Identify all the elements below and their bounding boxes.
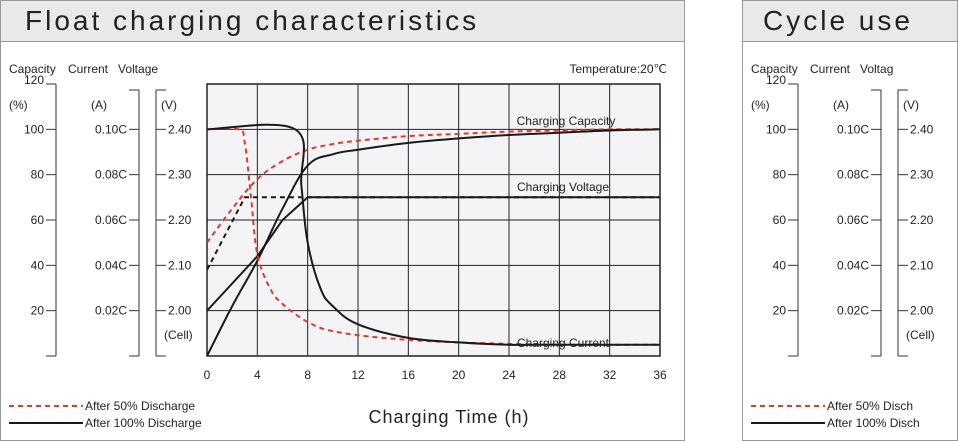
- capacity-tick-label: 60: [773, 213, 787, 227]
- capacity-tick-label: 120: [24, 73, 44, 87]
- voltage-axis-header: Voltage: [118, 62, 158, 76]
- voltage-tick-label: 2.30: [168, 168, 192, 182]
- voltage-tick-label: 2.00: [168, 304, 192, 318]
- capacity-axis-header: Capacity: [9, 62, 56, 76]
- temperature-label: Temperature:20℃: [569, 62, 667, 76]
- current-tick-label: 0.10C: [837, 122, 869, 136]
- current-unit: (A): [833, 98, 849, 112]
- charging-capacity-50pct-line: [207, 128, 660, 244]
- charging-voltage-100pct-line: [207, 196, 660, 312]
- capacity-tick-label: 100: [766, 122, 786, 136]
- cell-unit: (Cell): [906, 328, 935, 342]
- voltage-tick-label: 2.30: [910, 168, 934, 182]
- x-tick-label: 0: [204, 368, 211, 382]
- current-unit: (A): [91, 98, 107, 112]
- x-tick-label: 16: [402, 368, 416, 382]
- voltage-tick-label: 2.00: [910, 304, 934, 318]
- cycle-use-chart: Capacity Current Voltag (%) (A) (V) (Cell) 120 1…: [751, 62, 935, 430]
- voltage-tick-label: 2.40: [910, 122, 934, 136]
- capacity-tick-label: 40: [31, 258, 45, 272]
- legend-label: After 100% Disch: [827, 416, 920, 430]
- current-tick-label: 0.04C: [837, 258, 869, 272]
- voltage-unit: (V): [161, 98, 177, 112]
- current-tick-label: 0.02C: [837, 304, 869, 318]
- x-tick-label: 36: [653, 368, 667, 382]
- capacity-tick-label: 60: [31, 213, 45, 227]
- current-tick-label: 0.10C: [95, 122, 127, 136]
- voltage-unit: (V): [903, 98, 919, 112]
- charging-capacity-100pct-line: [207, 128, 660, 357]
- chart-title-cycle: Cycle use: [743, 1, 957, 42]
- x-tick-label: 4: [254, 368, 261, 382]
- voltage-tick-label: 2.20: [168, 213, 192, 227]
- chart-title: Float charging characteristics: [1, 1, 684, 42]
- capacity-unit: (%): [751, 98, 770, 112]
- capacity-axis-header: Capacity: [751, 62, 798, 76]
- x-tick-label: 20: [452, 368, 466, 382]
- charging-capacity-label: Charging Capacity: [517, 114, 616, 128]
- current-tick-label: 0.08C: [837, 168, 869, 182]
- current-axis-header: Current: [810, 62, 851, 76]
- legend-label: After 100% Discharge: [85, 416, 202, 430]
- cell-unit: (Cell): [164, 328, 193, 342]
- current-tick-label: 0.08C: [95, 168, 127, 182]
- legend-label: After 50% Discharge: [85, 399, 195, 413]
- voltage-tick-label: 2.20: [910, 213, 934, 227]
- current-tick-label: 0.04C: [95, 258, 127, 272]
- x-tick-label: 12: [351, 368, 365, 382]
- capacity-unit: (%): [9, 98, 28, 112]
- capacity-tick-label: 80: [31, 168, 45, 182]
- current-tick-label: 0.02C: [95, 304, 127, 318]
- capacity-tick-label: 100: [24, 122, 44, 136]
- charging-voltage-label: Charging Voltage: [517, 180, 609, 194]
- capacity-tick-label: 80: [773, 168, 787, 182]
- voltage-tick-label: 2.40: [168, 122, 192, 136]
- x-tick-label: 32: [603, 368, 617, 382]
- cycle-use-panel: Cycle use Capacity Current Voltag (%) (A) (V)…: [742, 0, 958, 441]
- capacity-tick-label: 120: [766, 73, 786, 87]
- current-tick-label: 0.06C: [95, 213, 127, 227]
- x-tick-label: 8: [304, 368, 311, 382]
- capacity-tick-label: 20: [31, 304, 45, 318]
- x-tick-label: 28: [553, 368, 567, 382]
- current-tick-label: 0.06C: [837, 213, 869, 227]
- charging-current-100pct-line: [207, 123, 660, 346]
- voltage-tick-label: 2.10: [910, 258, 934, 272]
- x-axis-label: Charging Time (h): [368, 407, 529, 427]
- charging-current-label: Charging Current: [517, 336, 610, 350]
- legend-label: After 50% Disch: [827, 399, 913, 413]
- current-axis-header: Current: [68, 62, 109, 76]
- float-charging-panel: Float charging characteristics Capacity C…: [0, 0, 685, 441]
- x-tick-label: 24: [502, 368, 516, 382]
- capacity-tick-label: 20: [773, 304, 787, 318]
- float-charging-chart: Capacity Current Voltage(%) (A) (V)(Cell)120…: [9, 62, 667, 430]
- voltage-tick-label: 2.10: [168, 258, 192, 272]
- voltage-axis-header: Voltag: [860, 62, 893, 76]
- capacity-tick-label: 40: [773, 258, 787, 272]
